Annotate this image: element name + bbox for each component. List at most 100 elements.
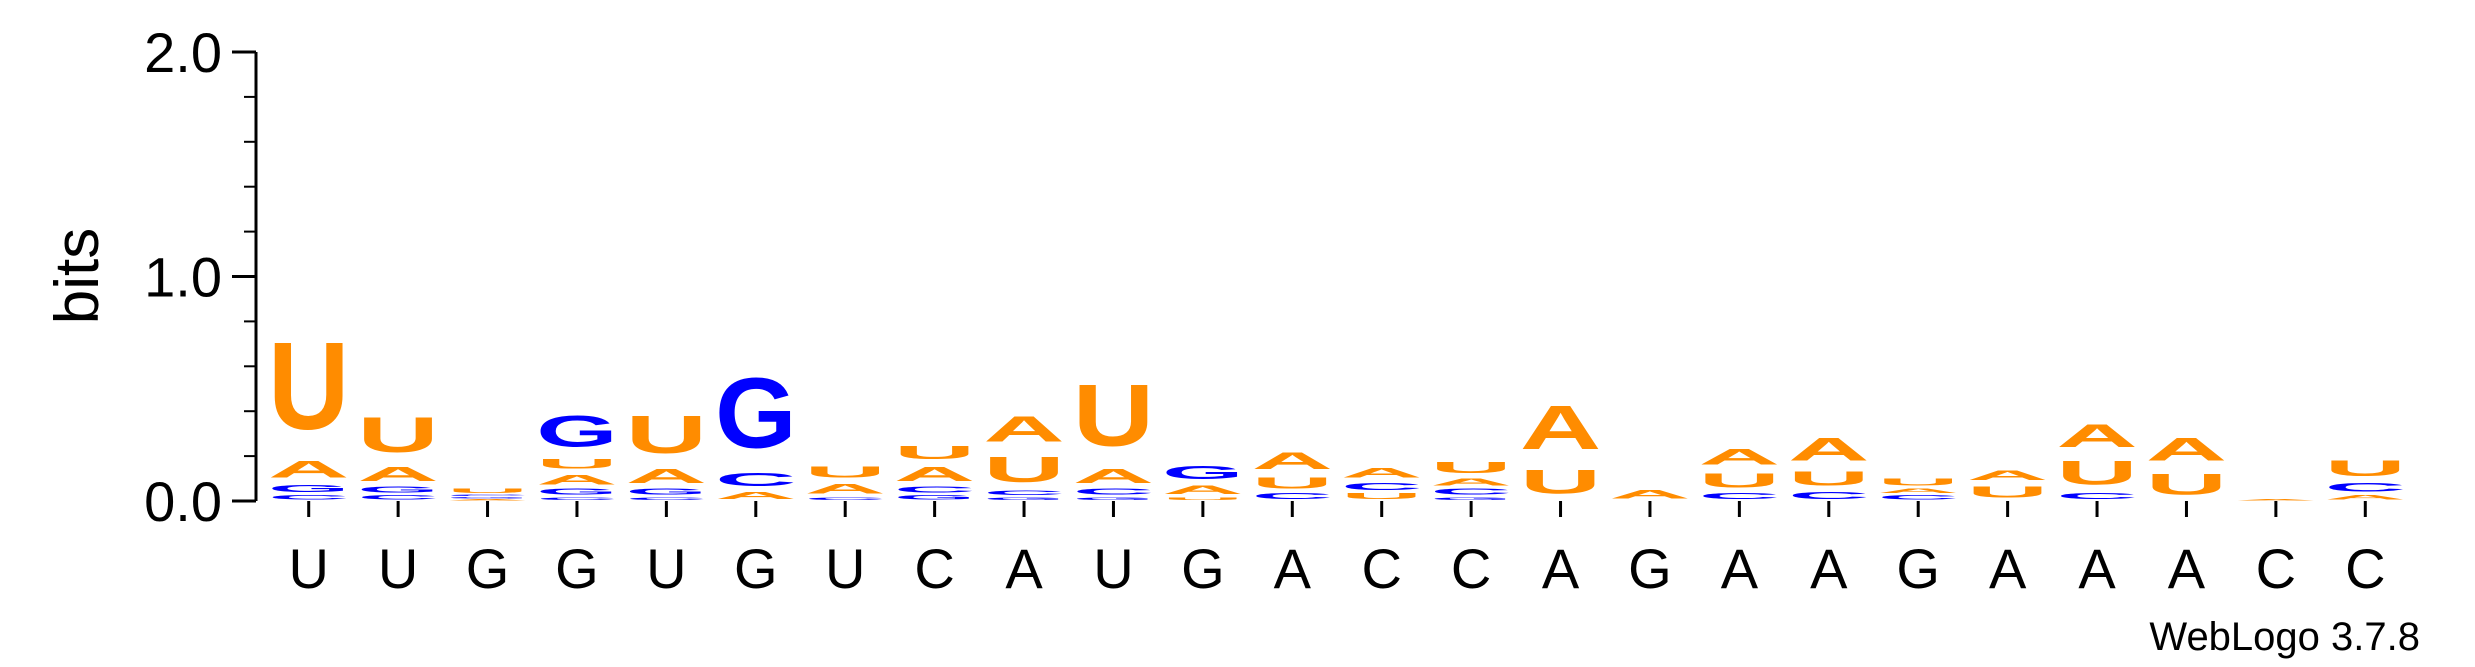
logo-letter-a: A bbox=[357, 463, 438, 485]
logo-letter-c: C bbox=[1073, 488, 1154, 497]
x-tick-label: G bbox=[734, 537, 778, 600]
logo-letter-g: G bbox=[357, 485, 438, 494]
logo-letter-a: A bbox=[894, 463, 975, 485]
logo-letter-u: U bbox=[1788, 468, 1869, 490]
logo-letter-a: A bbox=[447, 499, 528, 501]
y-tick-label: 0.0 bbox=[144, 470, 222, 533]
logo-letter-a: A bbox=[1341, 465, 1422, 481]
y-tick-label: 2.0 bbox=[144, 21, 222, 84]
logo-letter-u: U bbox=[1430, 458, 1511, 476]
logo-letter-c: C bbox=[2056, 492, 2137, 501]
y-axis-label: bits bbox=[43, 228, 112, 324]
logo-letter-a: A bbox=[1162, 483, 1243, 497]
x-tick-label: A bbox=[1542, 537, 1580, 600]
logo-letter-u: U bbox=[357, 407, 438, 463]
logo-letter-c: C bbox=[1430, 488, 1511, 497]
logo-letter-u: U bbox=[1520, 463, 1601, 501]
y-tick-label: 1.0 bbox=[144, 246, 222, 309]
logo-letter-c: C bbox=[805, 496, 886, 500]
x-tick-label: C bbox=[2345, 537, 2385, 600]
logo-letter-a: A bbox=[2056, 418, 2137, 454]
logo-letter-c: C bbox=[894, 485, 975, 494]
logo-letter-c: C bbox=[626, 496, 707, 500]
logo-letter-u: U bbox=[805, 463, 886, 481]
logo-letter-a: A bbox=[715, 490, 796, 501]
logo-letter-g: G bbox=[1430, 496, 1511, 500]
logo-letter-u: U bbox=[2146, 467, 2227, 501]
logo-letter-g: G bbox=[626, 488, 707, 497]
logo-letter-g: G bbox=[536, 407, 617, 456]
logo-letter-a: A bbox=[1430, 476, 1511, 487]
weblogo-credit: WebLogo 3.7.8 bbox=[2149, 615, 2420, 659]
logo-letter-c: C bbox=[447, 494, 528, 496]
x-tick-label: G bbox=[466, 537, 510, 600]
y-axis-ticks: 0.0 1.0 2.0 bbox=[144, 21, 256, 533]
x-tick-label: C bbox=[914, 537, 954, 600]
logo-letter-a: A bbox=[1967, 467, 2048, 483]
logo-letter-c: C bbox=[2325, 481, 2406, 495]
logo-letter-g: G bbox=[1162, 463, 1243, 483]
logo-letter-a: A bbox=[1878, 488, 1959, 495]
logo-letter-g: G bbox=[715, 357, 796, 469]
logo-letter-a: A bbox=[2146, 431, 2227, 467]
logo-letter-u: U bbox=[894, 443, 975, 463]
logo-letter-c: C bbox=[1788, 490, 1869, 501]
logo-letter-g: G bbox=[983, 496, 1064, 500]
logo-letter-c: C bbox=[357, 494, 438, 501]
x-tick-label: G bbox=[555, 537, 599, 600]
x-tick-label: A bbox=[1005, 537, 1043, 600]
logo-letter-u: U bbox=[1073, 366, 1154, 464]
x-tick-label: U bbox=[646, 537, 686, 600]
x-tick-label: U bbox=[378, 537, 418, 600]
logo-letter-c: C bbox=[715, 470, 796, 490]
x-tick-label: C bbox=[1451, 537, 1491, 600]
logo-letter-u: U bbox=[1878, 476, 1959, 487]
x-tick-label: A bbox=[1274, 537, 1312, 600]
logo-letter-g: G bbox=[536, 488, 617, 497]
x-tick-label: G bbox=[1896, 537, 1940, 600]
logo-letter-u: U bbox=[1252, 474, 1333, 492]
logo-letter-a: A bbox=[1252, 447, 1333, 474]
logo-letter-c: C bbox=[1878, 494, 1959, 501]
logo-letter-u: U bbox=[983, 449, 1064, 490]
logo-letter-a: A bbox=[1073, 465, 1154, 487]
logo-letter-g: G bbox=[1073, 496, 1154, 500]
logo-letter-u: U bbox=[1162, 496, 1243, 500]
logo-letter-g: G bbox=[268, 483, 349, 494]
logo-letter-a: A bbox=[983, 409, 1064, 450]
x-tick-label: A bbox=[2168, 537, 2206, 600]
x-tick-label: G bbox=[1628, 537, 1672, 600]
logo-letter-a: A bbox=[2235, 499, 2316, 501]
logo-letter-u: U bbox=[1341, 492, 1422, 501]
logo-letter-a: A bbox=[1520, 394, 1601, 463]
logo-letter-c: C bbox=[1252, 492, 1333, 501]
x-tick-label: U bbox=[825, 537, 865, 600]
logo-letter-u: U bbox=[268, 318, 349, 456]
logo-letter-g: G bbox=[894, 494, 975, 501]
x-tick-label: A bbox=[1721, 537, 1759, 600]
logo-letter-a: A bbox=[805, 481, 886, 497]
logo-letter-a: A bbox=[536, 472, 617, 488]
logo-letter-u: U bbox=[1699, 470, 1780, 492]
logo-letter-c: C bbox=[268, 494, 349, 501]
x-tick-label: U bbox=[1093, 537, 1133, 600]
logo-letter-g: G bbox=[447, 496, 528, 498]
logo-letter-a: A bbox=[1699, 445, 1780, 470]
x-tick-label: U bbox=[288, 537, 328, 600]
logo-letter-a: A bbox=[268, 456, 349, 483]
logo-letter-c: C bbox=[1341, 481, 1422, 492]
x-tick-label: G bbox=[1181, 537, 1225, 600]
logo-letter-u: U bbox=[2325, 456, 2406, 481]
x-tick-label: A bbox=[1989, 537, 2027, 600]
logo-letter-u: U bbox=[626, 404, 707, 465]
logo-letter-u: U bbox=[536, 456, 617, 472]
logo-letter-a: A bbox=[2325, 494, 2406, 501]
logo-letter-u: U bbox=[1967, 483, 2048, 501]
logo-letter-u: U bbox=[447, 488, 528, 495]
x-tick-label: A bbox=[1810, 537, 1848, 600]
logo-letter-c: C bbox=[536, 496, 617, 500]
x-tick-label: C bbox=[1361, 537, 1401, 600]
x-tick-label: C bbox=[2256, 537, 2296, 600]
